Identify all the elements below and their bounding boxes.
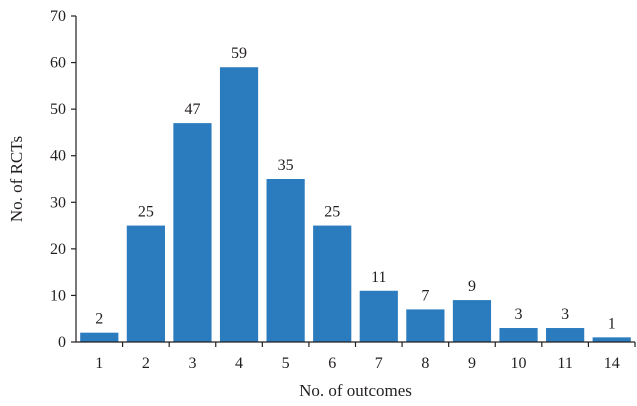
data-label-7: 11 [371, 269, 386, 286]
bar-6 [313, 225, 352, 342]
bar-2 [126, 225, 165, 342]
x-tick-label-4: 4 [235, 355, 243, 372]
bar-14 [592, 337, 631, 342]
y-axis-title: No. of RCTs [7, 136, 26, 222]
x-tick-label-1: 1 [95, 355, 103, 372]
x-tick-label-11: 11 [557, 355, 572, 372]
y-tick-label: 10 [50, 287, 66, 304]
y-tick-label: 70 [50, 8, 66, 25]
data-label-5: 35 [278, 157, 294, 174]
x-tick-label-8: 8 [421, 355, 429, 372]
data-label-11: 3 [561, 306, 569, 323]
x-tick-label-9: 9 [468, 355, 476, 372]
data-label-6: 25 [324, 204, 340, 221]
y-tick-label: 60 [50, 55, 66, 72]
data-label-14: 1 [608, 315, 616, 332]
bar-4 [219, 67, 259, 342]
x-tick-label-5: 5 [282, 355, 290, 372]
x-tick-label-3: 3 [188, 355, 196, 372]
data-label-8: 7 [421, 287, 429, 304]
y-tick-label: 40 [50, 148, 66, 165]
x-tick-label-14: 14 [604, 355, 620, 372]
x-tick-label-2: 2 [142, 355, 150, 372]
data-label-4: 59 [231, 45, 247, 62]
y-tick-label: 50 [50, 101, 66, 118]
bar-3 [173, 123, 212, 342]
bar-5 [266, 179, 305, 342]
y-axis-ticks: 0 10 20 30 40 50 60 70 [50, 8, 76, 351]
x-axis-title: No. of outcomes [299, 381, 412, 400]
y-tick-label: 30 [50, 194, 66, 211]
bar-1 [80, 332, 119, 342]
data-label-9: 9 [468, 278, 476, 295]
bar-7 [359, 290, 398, 342]
data-label-3: 47 [184, 101, 200, 118]
x-tick-label-7: 7 [375, 355, 383, 372]
y-tick-label: 0 [58, 334, 66, 351]
bar-11 [546, 328, 585, 342]
bar-10 [499, 328, 538, 342]
x-axis-ticks: 1 2 3 4 5 6 7 8 9 10 11 14 [95, 342, 636, 372]
bar-8 [406, 309, 445, 342]
data-label-1: 2 [95, 311, 103, 328]
data-labels: 2 25 47 59 35 25 11 7 9 3 3 1 [95, 45, 615, 332]
data-label-2: 25 [138, 204, 154, 221]
x-tick-label-6: 6 [328, 355, 336, 372]
data-label-10: 3 [515, 306, 523, 323]
y-tick-label: 20 [50, 241, 66, 258]
bar-9 [452, 300, 492, 342]
bars [80, 67, 631, 342]
x-tick-label-10: 10 [511, 355, 527, 372]
